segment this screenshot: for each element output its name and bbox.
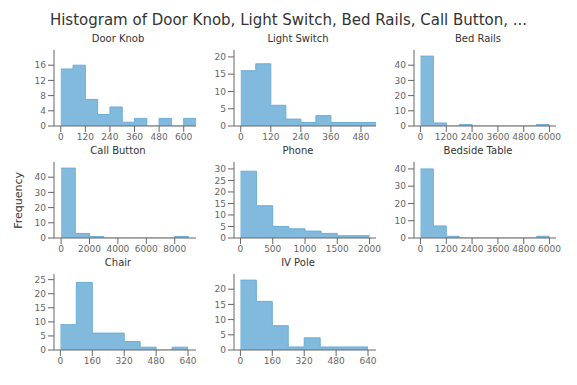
svg-text:160: 160 [264,356,281,366]
svg-text:0: 0 [238,244,244,254]
svg-text:0: 0 [400,121,406,131]
svg-text:40: 40 [35,172,47,182]
svg-text:1500: 1500 [326,244,349,254]
svg-text:320: 320 [296,356,313,366]
html-text:Light Switch: Light Switch [267,33,329,44]
svg-text:0: 0 [400,233,406,243]
svg-text:4800: 4800 [512,132,535,142]
svg-text:25: 25 [35,275,46,285]
svg-text:0: 0 [58,244,64,254]
svg-text:5: 5 [220,222,226,232]
html-text:IV Pole: IV Pole [281,257,315,268]
svg-text:4000: 4000 [106,244,129,254]
svg-text:30: 30 [35,188,47,198]
svg-text:30: 30 [215,164,227,174]
html-text:Chair: Chair [104,257,132,268]
svg-text:15: 15 [215,300,226,310]
svg-text:3600: 3600 [486,244,509,254]
svg-text:10: 10 [35,218,47,228]
svg-text:4800: 4800 [512,244,535,254]
svg-text:0: 0 [220,345,226,355]
svg-text:20: 20 [395,199,407,209]
html-text:Call Button: Call Button [90,145,146,156]
svg-text:4: 4 [40,106,46,116]
svg-text:160: 160 [84,356,101,366]
svg-text:1000: 1000 [294,244,317,254]
html-text:Phone: Phone [282,145,314,156]
svg-text:10: 10 [35,317,47,327]
svg-text:360: 360 [126,132,143,142]
svg-text:15: 15 [35,303,46,313]
svg-text:480: 480 [328,356,345,366]
html-text:Door Knob: Door Knob [91,33,145,44]
svg-text:8000: 8000 [163,244,186,254]
svg-text:600: 600 [175,132,192,142]
svg-text:0: 0 [238,356,244,366]
html-text:Bedside Table: Bedside Table [443,145,513,156]
svg-text:0: 0 [220,121,226,131]
svg-text:0: 0 [418,244,424,254]
svg-text:500: 500 [264,244,281,254]
svg-text:640: 640 [179,356,196,366]
html-text:Histogram of Door Knob, Light: Histogram of Door Knob, Light Switch, Be… [49,11,528,29]
svg-text:6000: 6000 [538,132,561,142]
svg-text:320: 320 [116,356,133,366]
svg-text:0: 0 [238,132,244,142]
svg-text:20: 20 [215,284,227,294]
svg-text:120: 120 [262,132,279,142]
svg-text:360: 360 [322,132,339,142]
svg-text:25: 25 [215,176,226,186]
svg-text:10: 10 [395,216,407,226]
svg-text:480: 480 [352,132,369,142]
svg-text:0: 0 [40,121,46,131]
html-text:Frequency: Frequency [11,171,25,229]
svg-text:20: 20 [35,289,47,299]
svg-text:0: 0 [58,356,64,366]
html-text:Bed Rails: Bed Rails [454,33,502,44]
svg-text:16: 16 [35,60,47,70]
svg-text:1200: 1200 [435,244,458,254]
svg-text:640: 640 [359,356,376,366]
svg-text:480: 480 [151,132,168,142]
svg-text:15: 15 [215,199,226,209]
svg-text:5: 5 [220,104,226,114]
svg-text:10: 10 [395,106,407,116]
svg-text:2400: 2400 [461,244,484,254]
svg-text:240: 240 [292,132,309,142]
svg-text:0: 0 [58,132,64,142]
svg-text:15: 15 [215,69,226,79]
svg-text:2000: 2000 [358,244,381,254]
svg-text:12: 12 [35,76,46,86]
svg-text:2400: 2400 [461,132,484,142]
svg-text:5: 5 [220,330,226,340]
svg-text:0: 0 [220,233,226,243]
svg-text:0: 0 [40,233,46,243]
svg-text:6000: 6000 [538,244,561,254]
svg-text:240: 240 [101,132,118,142]
svg-text:0: 0 [418,132,424,142]
svg-text:30: 30 [395,76,407,86]
svg-text:5: 5 [40,331,46,341]
svg-text:40: 40 [395,60,407,70]
svg-text:6000: 6000 [135,244,158,254]
svg-text:10: 10 [215,210,227,220]
svg-text:480: 480 [148,356,165,366]
svg-text:20: 20 [395,91,407,101]
svg-text:20: 20 [35,203,47,213]
svg-text:120: 120 [77,132,94,142]
svg-text:1200: 1200 [435,132,458,142]
svg-text:40: 40 [395,164,407,174]
svg-text:10: 10 [215,87,227,97]
svg-text:0: 0 [40,345,46,355]
svg-text:20: 20 [215,187,227,197]
svg-text:8: 8 [40,91,46,101]
svg-text:10: 10 [215,315,227,325]
svg-text:2000: 2000 [78,244,101,254]
svg-text:3600: 3600 [486,132,509,142]
svg-text:20: 20 [215,52,227,62]
svg-text:30: 30 [395,181,407,191]
